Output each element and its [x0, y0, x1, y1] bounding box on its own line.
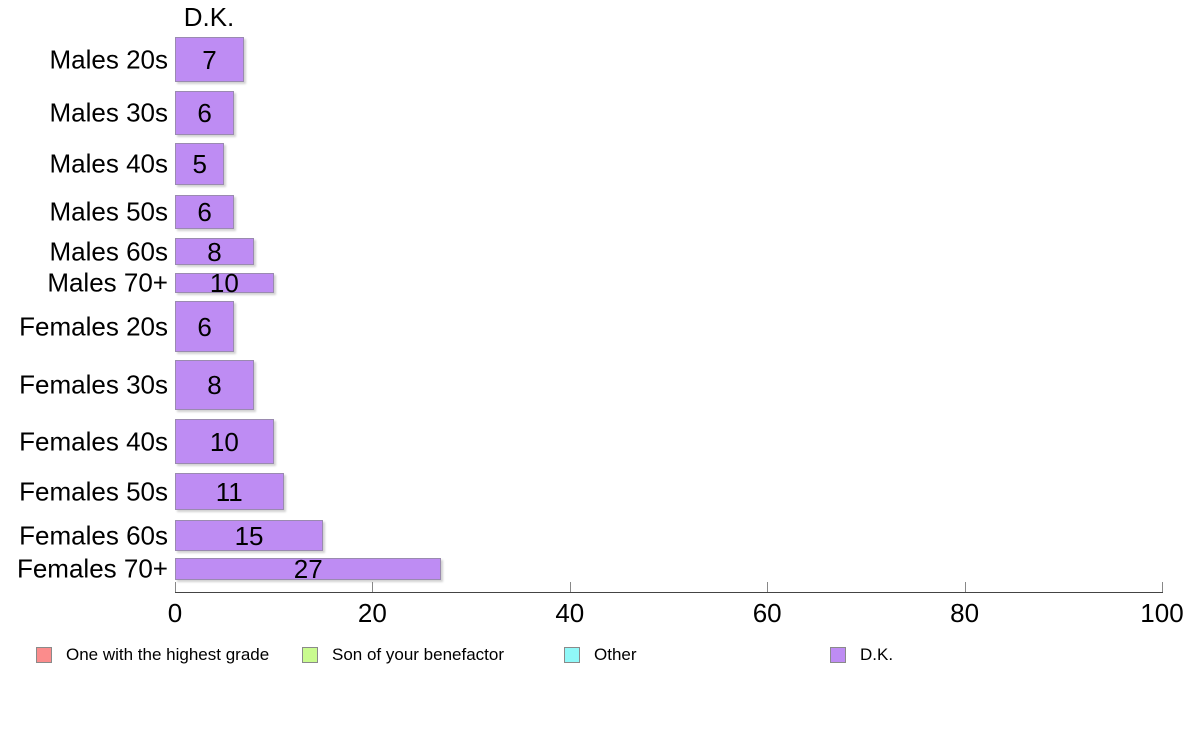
bar-males-40s: 5 [175, 143, 225, 185]
x-axis-tick [964, 582, 966, 592]
bar-value-label: 7 [202, 44, 217, 75]
legend-swatch-icon [302, 647, 318, 663]
category-label-males-50s: Males 50s [49, 196, 169, 227]
legend-label: Son of your benefactor [332, 645, 505, 664]
bar-value-label: 6 [197, 197, 212, 227]
legend-item-son-of-your-benefactor: Son of your benefactor [302, 645, 505, 664]
bar-value-label: 11 [215, 476, 243, 507]
bar-value-label: 8 [207, 236, 222, 267]
bar-males-50s: 6 [175, 195, 235, 229]
category-label-males-30s: Males 30s [49, 97, 169, 128]
category-label-females-20s: Females 20s [19, 311, 168, 341]
bar-males-20s: 7 [175, 37, 245, 82]
category-label-males-70: Males 70+ [47, 267, 168, 298]
chart-title: D.K. [183, 2, 235, 32]
x-axis-tick-label: 20 [357, 598, 387, 628]
legend-item-one-with-the-highest-grade: One with the highest grade [36, 645, 270, 664]
category-label-males-60s: Males 60s [49, 236, 169, 266]
bar-females-50s: 11 [175, 473, 284, 510]
category-label-males-40s: Males 40s [49, 148, 169, 179]
x-axis-line [175, 592, 1163, 593]
bar-females-30s: 8 [175, 360, 254, 410]
bar-females-60s: 15 [175, 520, 324, 551]
legend-swatch-icon [564, 647, 580, 663]
x-axis-tick-label: 40 [555, 598, 585, 628]
x-axis-tick-label: 80 [950, 598, 980, 628]
bar-value-label: 8 [207, 370, 222, 400]
category-label-females-60s: Females 60s [19, 520, 168, 550]
bar-value-label: 10 [209, 268, 239, 298]
x-axis-tick [767, 582, 769, 592]
x-axis-tick-label: 100 [1140, 598, 1184, 628]
bar-males-30s: 6 [175, 91, 235, 135]
bar-females-40s: 10 [175, 419, 274, 464]
bar-value-label: 10 [209, 426, 239, 457]
legend-item-d-k: D.K. [830, 645, 894, 664]
bar-value-label: 6 [197, 311, 212, 342]
x-axis-tick [1162, 582, 1163, 592]
category-label-females-30s: Females 30s [19, 369, 168, 400]
x-axis-tick-label: 0 [167, 598, 183, 628]
legend-label: D.K. [860, 645, 894, 664]
category-label-females-50s: Females 50s [19, 476, 168, 506]
bar-value-label: 27 [293, 554, 323, 584]
bar-males-60s: 8 [175, 238, 254, 265]
legend-label: Other [594, 645, 637, 664]
category-label-males-20s: Males 20s [49, 44, 169, 74]
bar-females-20s: 6 [175, 301, 235, 352]
legend-swatch-icon [36, 647, 52, 663]
bar-value-label: 6 [197, 98, 212, 128]
legend-label: One with the highest grade [66, 645, 270, 664]
x-axis-tick [569, 582, 571, 592]
x-axis-tick [372, 582, 374, 592]
bar-value-label: 5 [192, 149, 207, 179]
bar-females-70: 27 [175, 554, 442, 584]
x-axis-tick [175, 582, 176, 592]
bar-males-70: 10 [175, 268, 274, 298]
legend-swatch-icon [830, 647, 846, 663]
category-label-females-70: Females 70+ [16, 553, 168, 584]
category-label-females-40s: Females 40s [19, 426, 168, 456]
legend-item-other: Other [564, 645, 637, 664]
x-axis-tick-label: 60 [752, 598, 782, 628]
bar-value-label: 15 [234, 520, 264, 551]
